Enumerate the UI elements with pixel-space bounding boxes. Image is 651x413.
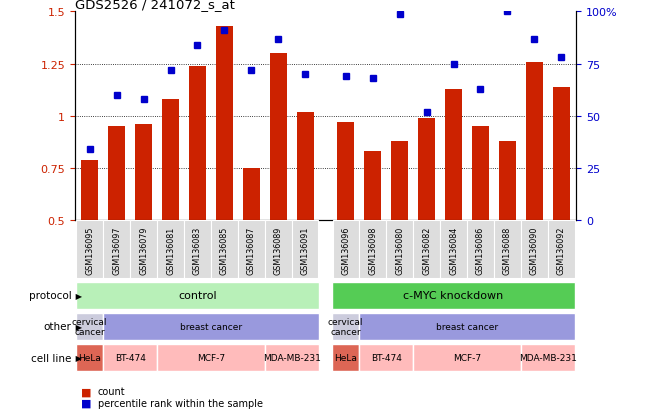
Text: MCF-7: MCF-7 xyxy=(197,353,225,362)
Bar xyxy=(332,344,359,371)
Text: cell line: cell line xyxy=(31,353,72,363)
Text: GSM136098: GSM136098 xyxy=(368,226,377,274)
Text: MDA-MB-231: MDA-MB-231 xyxy=(263,353,321,362)
Text: GSM136088: GSM136088 xyxy=(503,226,512,274)
Bar xyxy=(76,221,103,279)
Bar xyxy=(135,125,152,221)
Bar xyxy=(332,282,575,309)
Bar xyxy=(333,221,359,279)
Text: GSM136087: GSM136087 xyxy=(247,226,256,274)
Text: GDS2526 / 241072_s_at: GDS2526 / 241072_s_at xyxy=(75,0,235,11)
Text: control: control xyxy=(178,291,217,301)
Text: ▶: ▶ xyxy=(73,291,82,300)
Bar xyxy=(521,221,547,279)
Bar xyxy=(108,127,126,221)
Text: GSM136092: GSM136092 xyxy=(557,225,566,274)
Bar xyxy=(359,313,575,340)
Bar xyxy=(413,344,521,371)
Bar xyxy=(494,221,521,279)
Text: GSM136095: GSM136095 xyxy=(85,225,94,274)
Bar xyxy=(296,112,314,221)
Bar xyxy=(103,313,319,340)
Text: breast cancer: breast cancer xyxy=(436,322,498,331)
Text: protocol: protocol xyxy=(29,291,72,301)
Text: GSM136079: GSM136079 xyxy=(139,225,148,274)
Bar xyxy=(553,88,570,221)
Bar xyxy=(499,142,516,221)
Text: GSM136086: GSM136086 xyxy=(476,226,485,274)
Bar xyxy=(332,313,359,340)
Text: GSM136091: GSM136091 xyxy=(301,226,310,274)
Bar xyxy=(162,100,179,221)
Bar xyxy=(387,221,413,279)
Bar xyxy=(270,54,287,221)
Bar xyxy=(525,62,543,221)
Text: GSM136082: GSM136082 xyxy=(422,226,431,274)
Text: breast cancer: breast cancer xyxy=(180,322,242,331)
Bar xyxy=(158,221,184,279)
Text: other: other xyxy=(44,322,72,332)
Text: MCF-7: MCF-7 xyxy=(453,353,481,362)
Bar xyxy=(81,161,98,221)
Bar xyxy=(130,221,157,279)
Bar xyxy=(548,221,575,279)
Bar xyxy=(215,27,233,221)
Bar xyxy=(440,221,467,279)
Bar xyxy=(359,221,386,279)
Bar xyxy=(359,344,413,371)
Text: BT-474: BT-474 xyxy=(115,353,146,362)
Text: GSM136085: GSM136085 xyxy=(220,226,229,274)
Text: GSM136083: GSM136083 xyxy=(193,226,202,274)
Bar xyxy=(391,142,408,221)
Bar xyxy=(445,90,462,221)
Bar xyxy=(76,313,103,340)
Bar xyxy=(364,152,381,221)
Bar xyxy=(418,119,436,221)
Text: MDA-MB-231: MDA-MB-231 xyxy=(519,353,577,362)
Text: GSM136097: GSM136097 xyxy=(112,225,121,274)
Text: HeLa: HeLa xyxy=(78,353,101,362)
Text: cervical
cancer: cervical cancer xyxy=(72,317,107,336)
Bar xyxy=(189,66,206,221)
Text: ■: ■ xyxy=(81,387,92,396)
Bar xyxy=(467,221,493,279)
Bar xyxy=(157,344,265,371)
Bar xyxy=(76,344,103,371)
Bar xyxy=(413,221,440,279)
Bar xyxy=(265,344,319,371)
Bar xyxy=(76,282,319,309)
Text: GSM136084: GSM136084 xyxy=(449,226,458,274)
Text: ■: ■ xyxy=(81,398,92,408)
Bar xyxy=(265,221,292,279)
Text: count: count xyxy=(98,387,125,396)
Text: ▶: ▶ xyxy=(73,322,82,331)
Bar xyxy=(292,221,318,279)
Text: HeLa: HeLa xyxy=(334,353,357,362)
Text: ▶: ▶ xyxy=(73,353,82,362)
Bar xyxy=(472,127,489,221)
Text: GSM136080: GSM136080 xyxy=(395,226,404,274)
Text: GSM136090: GSM136090 xyxy=(530,226,539,274)
Text: BT-474: BT-474 xyxy=(370,353,402,362)
Bar xyxy=(238,221,264,279)
Bar xyxy=(211,221,238,279)
Bar xyxy=(184,221,211,279)
Text: GSM136081: GSM136081 xyxy=(166,226,175,274)
Bar xyxy=(243,169,260,221)
Text: c-MYC knockdown: c-MYC knockdown xyxy=(404,291,504,301)
Bar xyxy=(521,344,575,371)
Text: GSM136089: GSM136089 xyxy=(274,226,283,274)
Bar xyxy=(337,123,355,221)
Text: GSM136096: GSM136096 xyxy=(341,226,350,274)
Text: percentile rank within the sample: percentile rank within the sample xyxy=(98,398,262,408)
Bar xyxy=(103,344,157,371)
Text: cervical
cancer: cervical cancer xyxy=(328,317,363,336)
Bar xyxy=(104,221,130,279)
